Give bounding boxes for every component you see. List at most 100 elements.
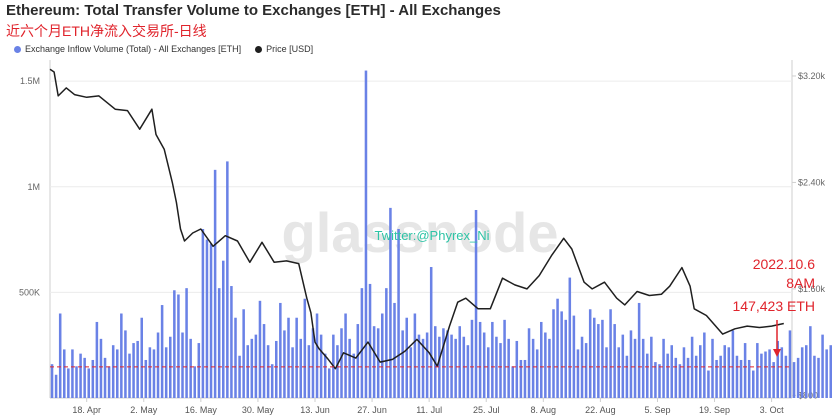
bar bbox=[83, 357, 86, 398]
bar bbox=[825, 349, 828, 398]
y-right-tick-label: $2.40k bbox=[798, 177, 826, 187]
bar bbox=[254, 334, 258, 399]
bar bbox=[764, 351, 767, 398]
bar bbox=[144, 359, 148, 398]
bar bbox=[694, 355, 698, 398]
bar bbox=[699, 345, 702, 398]
bar bbox=[654, 362, 657, 398]
bar bbox=[535, 349, 539, 398]
bar bbox=[572, 315, 576, 398]
bar bbox=[132, 343, 135, 398]
bar bbox=[817, 357, 820, 398]
bar bbox=[796, 357, 800, 398]
bar bbox=[446, 330, 449, 398]
bar bbox=[193, 366, 196, 398]
bar bbox=[352, 353, 355, 398]
bar bbox=[641, 338, 645, 398]
bar bbox=[360, 288, 364, 398]
bar bbox=[682, 347, 686, 398]
x-tick-label: 2. May bbox=[130, 405, 158, 415]
bar bbox=[780, 347, 784, 398]
bar bbox=[148, 347, 152, 398]
bar bbox=[560, 311, 563, 398]
bar bbox=[650, 336, 653, 398]
bar bbox=[152, 349, 156, 398]
bar bbox=[385, 288, 388, 398]
bar bbox=[95, 321, 99, 398]
bar bbox=[156, 332, 160, 398]
bar bbox=[311, 328, 315, 398]
y-left-tick-label: 1.5M bbox=[20, 76, 40, 86]
bar bbox=[711, 338, 714, 398]
bar bbox=[295, 317, 298, 398]
x-tick-label: 13. Jun bbox=[300, 405, 330, 415]
bar bbox=[376, 328, 380, 398]
bar bbox=[266, 345, 270, 398]
legend-item-inflow[interactable]: Exchange Inflow Volume (Total) - All Exc… bbox=[14, 44, 241, 54]
bar bbox=[458, 326, 461, 398]
x-tick-label: 22. Aug bbox=[585, 405, 616, 415]
bar bbox=[637, 302, 641, 398]
legend-swatch-inflow bbox=[14, 45, 21, 53]
bar bbox=[731, 330, 735, 398]
bar bbox=[593, 317, 596, 398]
legend-item-price[interactable]: Price [USD] bbox=[255, 44, 313, 54]
bar bbox=[735, 355, 739, 398]
bar bbox=[829, 345, 832, 398]
bar bbox=[275, 340, 278, 398]
bar bbox=[625, 355, 629, 398]
bar bbox=[584, 343, 588, 398]
bar bbox=[482, 332, 486, 398]
bar bbox=[739, 359, 743, 398]
legend: Exchange Inflow Volume (Total) - All Exc… bbox=[14, 44, 313, 54]
bar bbox=[507, 338, 510, 398]
bar bbox=[800, 347, 804, 398]
bar bbox=[576, 349, 580, 398]
bar bbox=[523, 359, 527, 398]
twitter-watermark: Twitter:@Phyrex_Ni bbox=[374, 228, 489, 243]
bar bbox=[401, 330, 404, 398]
bar bbox=[544, 332, 547, 398]
bar bbox=[666, 353, 669, 398]
legend-swatch-price bbox=[255, 45, 263, 53]
bar bbox=[474, 209, 478, 398]
x-tick-label: 19. Sep bbox=[699, 405, 730, 415]
bar bbox=[686, 357, 690, 398]
bar bbox=[454, 338, 457, 398]
x-tick-label: 5. Sep bbox=[644, 405, 670, 415]
bar bbox=[315, 313, 319, 398]
x-tick-label: 27. Jun bbox=[357, 405, 387, 415]
bar bbox=[580, 336, 584, 398]
bar bbox=[79, 353, 82, 398]
bar bbox=[727, 347, 731, 398]
bar bbox=[258, 300, 262, 398]
bar bbox=[319, 334, 323, 399]
bar bbox=[515, 340, 519, 398]
bar bbox=[107, 366, 111, 398]
bar bbox=[540, 321, 543, 398]
bar bbox=[813, 355, 816, 398]
bar bbox=[75, 366, 78, 398]
bar bbox=[67, 368, 70, 398]
bar bbox=[499, 343, 502, 398]
bar bbox=[413, 313, 417, 398]
bar bbox=[743, 343, 747, 398]
bar bbox=[217, 288, 221, 398]
bar bbox=[226, 161, 229, 398]
bar bbox=[719, 355, 722, 398]
bar bbox=[270, 364, 274, 398]
bar bbox=[234, 317, 237, 398]
bar bbox=[50, 364, 54, 398]
bar bbox=[478, 321, 482, 398]
bar bbox=[556, 298, 559, 398]
bar bbox=[633, 338, 637, 398]
bar bbox=[621, 334, 625, 399]
x-tick-label: 18. Apr bbox=[72, 405, 101, 415]
bar bbox=[805, 345, 808, 398]
y-right-tick-label: $800 bbox=[798, 390, 818, 400]
price-line bbox=[49, 68, 784, 370]
bar bbox=[629, 330, 633, 398]
bar bbox=[450, 334, 453, 399]
bar bbox=[552, 309, 555, 398]
bar bbox=[71, 349, 74, 398]
